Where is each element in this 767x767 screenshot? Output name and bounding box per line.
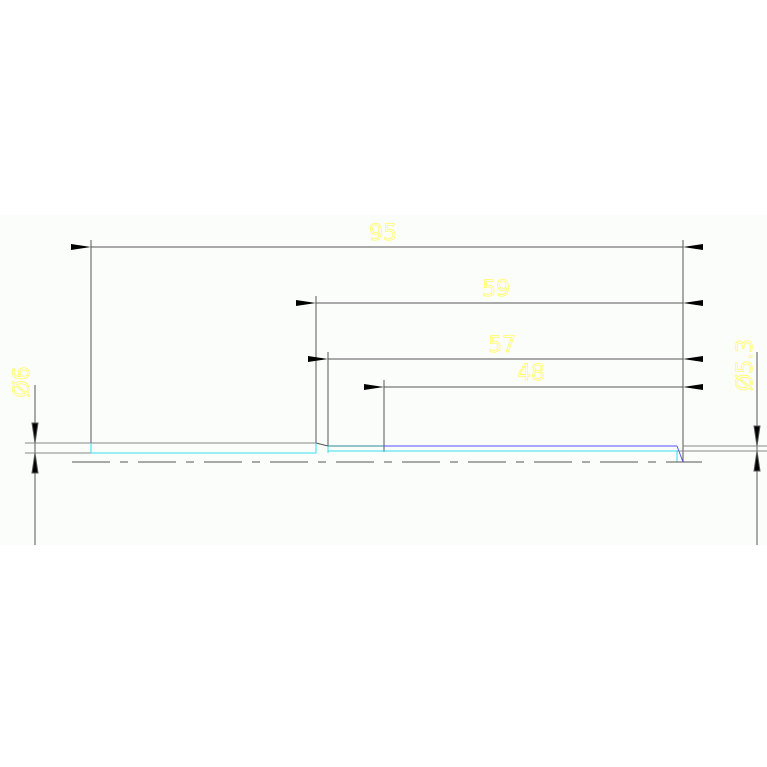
dim-text-57: 57 — [488, 333, 516, 358]
dimension-lines — [31, 244, 761, 545]
dim-text-95: 95 — [369, 221, 397, 246]
extension-lines — [90, 240, 684, 462]
part-outline — [25, 442, 767, 463]
dim-text-48: 48 — [517, 361, 545, 386]
dim-text-dia6: Ø6 — [10, 366, 35, 397]
dim-text-dia53: Ø5.3 — [733, 339, 758, 391]
dim-text-59: 59 — [482, 277, 510, 302]
